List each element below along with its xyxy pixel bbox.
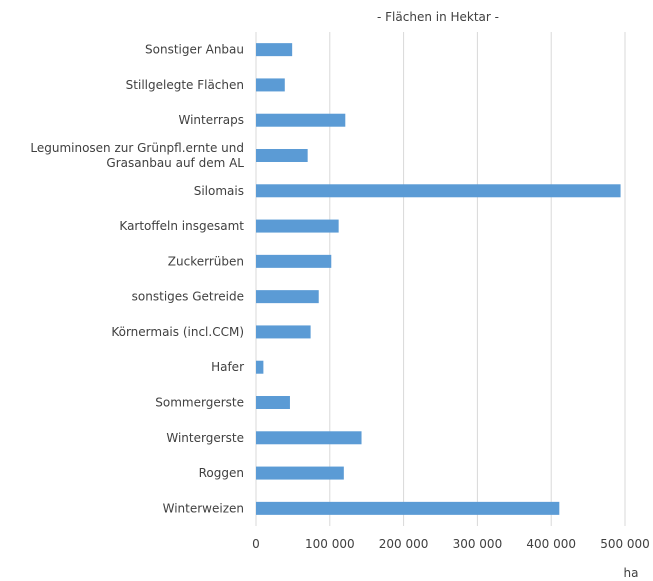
- category-label: Wintergerste: [166, 431, 244, 445]
- category-label: Roggen: [199, 466, 244, 480]
- bar: [256, 325, 311, 339]
- bar: [256, 360, 264, 374]
- bar: [256, 466, 344, 480]
- category-labels: Sonstiger Anbau Stillgelegte Flächen Winte…: [30, 43, 244, 516]
- category-label: Körnermais (incl.CCM): [111, 325, 244, 339]
- category-label: Sonstiger Anbau: [145, 43, 244, 57]
- x-axis-unit-label: ha: [624, 566, 639, 580]
- bar: [256, 149, 308, 162]
- x-tick-label: 500 000: [600, 537, 650, 551]
- category-label: Stillgelegte Flächen: [126, 78, 244, 92]
- category-label: Grasanbau auf dem AL: [106, 156, 244, 170]
- chart-subtitle: - Flächen in Hektar -: [377, 10, 499, 24]
- x-tick-label: 400 000: [526, 537, 576, 551]
- category-label: Zuckerrüben: [168, 254, 244, 268]
- bar: [256, 431, 362, 445]
- category-label: Leguminosen zur Grünpfl.ernte und: [30, 141, 244, 155]
- bar: [256, 501, 560, 515]
- bar: [256, 43, 293, 57]
- bar: [256, 219, 339, 233]
- bar: [256, 78, 285, 92]
- bar: [256, 396, 290, 409]
- bar: [256, 290, 319, 304]
- category-label: Winterraps: [178, 113, 244, 127]
- x-tick-label: 100 000: [305, 537, 355, 551]
- category-label: Winterweizen: [163, 501, 244, 515]
- category-label: Kartoffeln insgesamt: [119, 219, 244, 233]
- category-label: Silomais: [194, 184, 244, 198]
- bar: [256, 184, 621, 198]
- bars: [256, 43, 621, 515]
- x-tick-label: 300 000: [453, 537, 503, 551]
- x-tick-label: 200 000: [379, 537, 429, 551]
- bar: [256, 113, 346, 127]
- category-label: Sommergerste: [155, 396, 244, 410]
- x-tick-label: 0: [252, 537, 260, 551]
- category-label: Hafer: [211, 360, 244, 374]
- x-axis-tick-labels: 0 100 000 200 000 300 000 400 000 500 000: [252, 537, 650, 551]
- gridlines: [255, 32, 626, 526]
- bar: [256, 254, 332, 268]
- category-label: sonstiges Getreide: [132, 290, 244, 304]
